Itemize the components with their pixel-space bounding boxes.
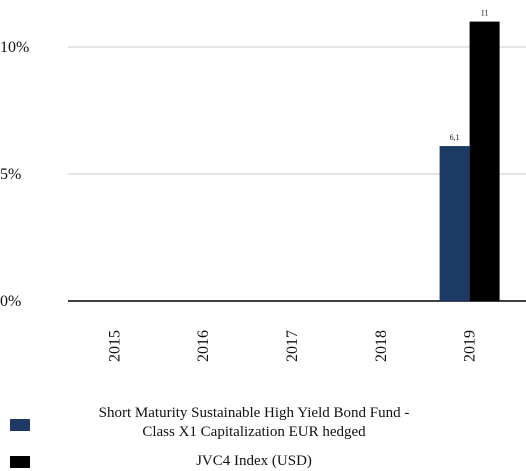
legend-label-fund: Short Maturity Sustainable High Yield Bo… <box>34 404 474 442</box>
data-label: 6,1 <box>450 133 460 142</box>
legend-label-fund-line1: Short Maturity Sustainable High Yield Bo… <box>98 405 410 421</box>
data-labels: 6,1 11 <box>450 9 489 142</box>
legend-item-fund: Short Maturity Sustainable High Yield Bo… <box>0 404 526 444</box>
legend-label-index: JVC4 Index (USD) <box>196 453 312 469</box>
bars <box>439 21 500 301</box>
legend-swatch-fund <box>10 419 30 431</box>
bar <box>469 21 500 301</box>
y-tick-label: 0% <box>0 293 21 310</box>
data-label: 11 <box>481 9 489 18</box>
y-tick-label: 10% <box>0 39 29 56</box>
legend-item-index: JVC4 Index (USD) <box>0 452 526 471</box>
y-axis-ticks: 0% 5% 10% <box>0 39 29 310</box>
bar <box>439 146 470 301</box>
bar-chart: 0% 5% 10% 6,1 11 2015 2016 2017 2018 2019 <box>0 9 526 362</box>
x-axis-ticks: 2015 2016 2017 2018 2019 <box>106 330 478 362</box>
x-tick-label: 2015 <box>106 330 123 362</box>
x-tick-label: 2019 <box>462 330 479 362</box>
x-tick-label: 2017 <box>284 330 301 362</box>
x-tick-label: 2018 <box>373 330 390 362</box>
y-tick-label: 5% <box>0 166 21 183</box>
legend-swatch-index <box>10 456 30 468</box>
legend-label-fund-line2: Class X1 Capitalization EUR hedged <box>142 424 366 440</box>
x-tick-label: 2016 <box>195 330 212 362</box>
